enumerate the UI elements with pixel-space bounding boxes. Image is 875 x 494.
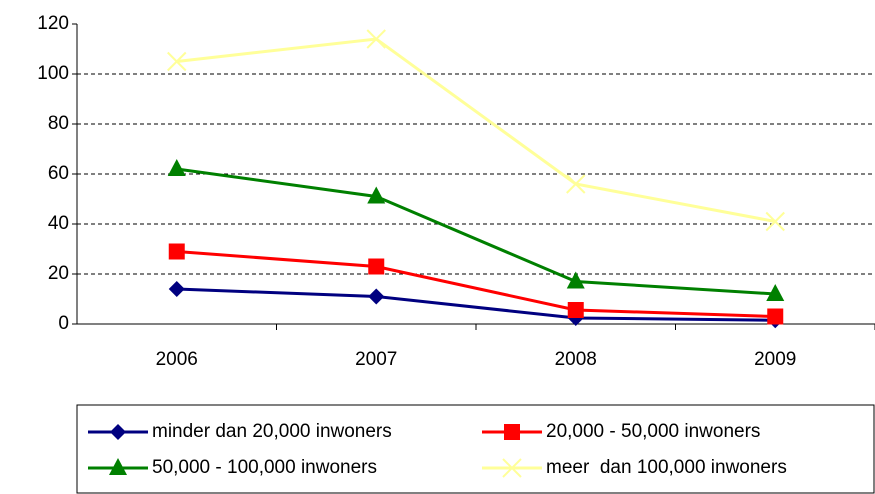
y-tick-label: 0	[58, 313, 69, 334]
y-tick-label: 120	[37, 13, 69, 34]
marker	[368, 258, 385, 275]
marker	[367, 186, 386, 204]
legend-label: meer dan 100,000 inwoners	[546, 457, 787, 478]
legend-label: minder dan 20,000 inwoners	[152, 421, 392, 442]
series-line	[176, 167, 776, 296]
legend-box	[76, 404, 875, 494]
series-line	[176, 37, 776, 223]
y-tick-label: 100	[37, 63, 69, 84]
marker	[167, 51, 187, 72]
marker	[504, 424, 520, 440]
y-tick-label: 20	[48, 263, 69, 284]
legend-label: 50,000 - 100,000 inwoners	[152, 457, 377, 478]
y-tick-label: 40	[48, 213, 69, 234]
marker	[765, 211, 785, 232]
series-line	[176, 250, 776, 318]
series-line	[176, 287, 776, 322]
marker	[167, 159, 186, 176]
marker	[766, 284, 785, 301]
marker	[566, 271, 585, 289]
marker	[168, 281, 185, 297]
marker	[110, 424, 126, 440]
marker	[566, 174, 586, 194]
marker	[368, 288, 385, 305]
marker	[502, 458, 522, 478]
x-tick-label: 2008	[555, 349, 597, 370]
marker	[168, 243, 185, 260]
marker	[567, 302, 584, 318]
marker	[366, 29, 386, 49]
x-tick-label: 2006	[156, 349, 198, 370]
legend-label: 20,000 - 50,000 inwoners	[546, 421, 760, 442]
x-tick-label: 2007	[355, 349, 397, 370]
y-tick-label: 60	[48, 163, 69, 184]
marker	[109, 458, 127, 475]
x-tick-label: 2009	[754, 349, 796, 370]
y-tick-label: 80	[48, 113, 69, 134]
marker	[767, 308, 784, 325]
